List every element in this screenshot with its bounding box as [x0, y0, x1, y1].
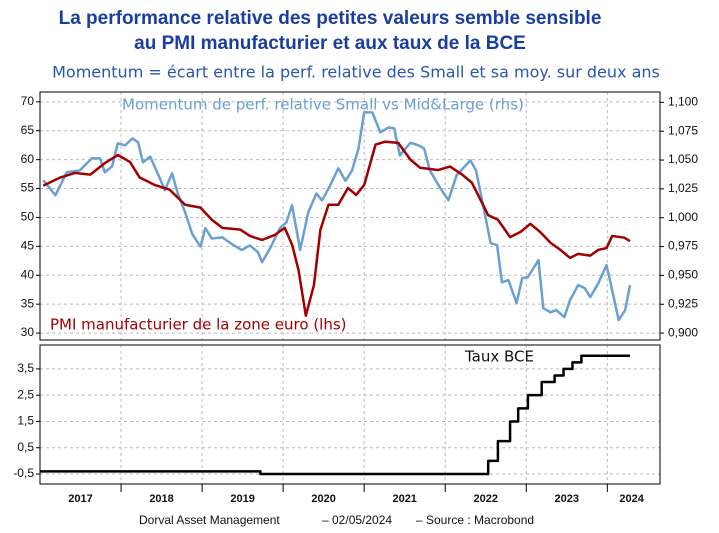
- y-tick-label: 35: [21, 296, 35, 310]
- title-line: La performance relative des petites vale…: [59, 8, 602, 29]
- x-tick-label: 2021: [392, 493, 416, 505]
- y-tick-label: 3,5: [17, 361, 34, 375]
- footer-credit: – Source : Macrobond: [416, 513, 534, 527]
- x-tick-label: 2017: [68, 493, 92, 505]
- y-tick-label: 30: [21, 325, 35, 339]
- subtitle: Momentum = écart entre la perf. relative…: [52, 63, 660, 82]
- y2-tick-label: 0,900: [668, 325, 698, 339]
- y-tick-label: 60: [21, 152, 35, 166]
- x-tick-label: 2020: [311, 493, 335, 505]
- y-tick-label: 0,5: [17, 440, 34, 454]
- series-line: [42, 140, 631, 317]
- series-line: [42, 111, 632, 322]
- y-tick-label: 40: [21, 267, 35, 281]
- x-tick-label: 2023: [555, 493, 579, 505]
- y2-tick-label: 1,000: [668, 210, 698, 224]
- y-tick-label: 70: [21, 94, 35, 108]
- y2-tick-label: 0,925: [668, 296, 698, 310]
- y-tick-label: 55: [21, 181, 35, 195]
- y2-tick-label: 0,950: [668, 268, 698, 282]
- y2-tick-label: 1,050: [668, 152, 698, 166]
- x-tick-label: 2019: [230, 493, 254, 505]
- y2-tick-label: 0,975: [668, 239, 698, 253]
- y-tick-label: 2,5: [17, 387, 34, 401]
- y-tick-label: -0,5: [13, 466, 34, 480]
- y-tick-label: 65: [21, 123, 35, 137]
- footer-date: – 02/05/2024: [322, 513, 392, 527]
- plot-frame: [39, 91, 661, 341]
- y-tick-label: 45: [21, 239, 35, 253]
- x-tick-label: 2024: [619, 493, 644, 505]
- series-label: PMI manufacturier de la zone euro (lhs): [50, 316, 347, 334]
- series-label: Taux BCE: [464, 348, 534, 366]
- y2-tick-label: 1,025: [668, 181, 698, 195]
- footer-source: Dorval Asset Management: [139, 513, 280, 527]
- y-tick-label: 50: [21, 210, 35, 224]
- x-tick-label: 2018: [149, 493, 173, 505]
- x-tick-label: 2022: [474, 493, 498, 505]
- plot-frame: [39, 344, 661, 485]
- y-tick-label: 1,5: [17, 414, 34, 428]
- y2-tick-label: 1,100: [668, 95, 698, 109]
- series-line: [40, 354, 631, 476]
- y2-tick-label: 1,075: [668, 123, 698, 137]
- title-line: au PMI manufacturier et aux taux de la B…: [134, 33, 526, 54]
- series-label: Momentum de perf. relative Small vs Mid&…: [122, 96, 524, 114]
